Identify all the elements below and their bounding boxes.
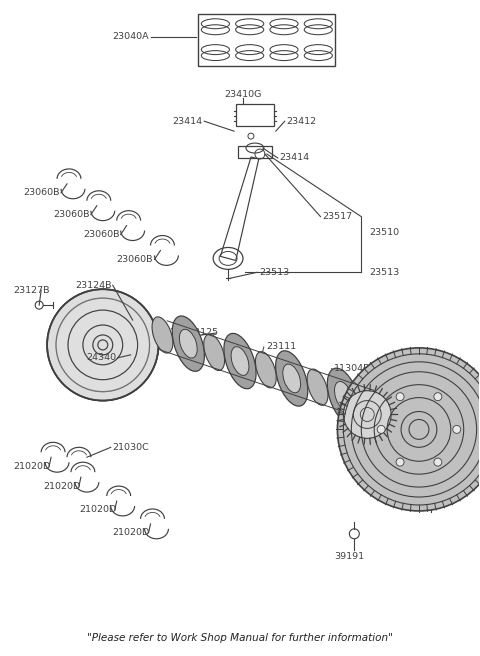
Ellipse shape	[255, 352, 276, 388]
Circle shape	[56, 298, 150, 392]
Text: 21020D: 21020D	[13, 462, 50, 471]
Text: 23111: 23111	[266, 342, 296, 352]
Text: 21020D: 21020D	[79, 505, 116, 514]
Ellipse shape	[359, 386, 380, 422]
Text: 23311A: 23311A	[417, 472, 454, 482]
Ellipse shape	[335, 382, 352, 410]
Text: 39191: 39191	[334, 552, 364, 561]
Text: 23410G: 23410G	[224, 90, 262, 99]
Text: 23517: 23517	[323, 212, 353, 221]
Circle shape	[343, 390, 391, 438]
Text: 23127B: 23127B	[13, 286, 50, 295]
Text: "Please refer to Work Shop Manual for further information": "Please refer to Work Shop Manual for fu…	[87, 633, 393, 643]
Text: 23125: 23125	[188, 329, 218, 337]
Circle shape	[453, 426, 461, 434]
Ellipse shape	[276, 351, 308, 406]
Ellipse shape	[231, 347, 249, 375]
Text: 23124B: 23124B	[75, 281, 111, 290]
Ellipse shape	[327, 368, 360, 424]
Bar	[198, 14, 336, 66]
Text: 11304B: 11304B	[334, 364, 370, 373]
Ellipse shape	[307, 369, 328, 405]
Text: 23060B: 23060B	[117, 255, 153, 264]
Ellipse shape	[180, 329, 197, 358]
Text: 23060B: 23060B	[53, 210, 90, 219]
Text: 23414: 23414	[172, 117, 202, 126]
Ellipse shape	[283, 364, 300, 393]
Text: 23412: 23412	[287, 117, 317, 126]
Text: 23414: 23414	[280, 154, 310, 163]
Text: 39190A: 39190A	[364, 376, 401, 385]
Text: 23120: 23120	[153, 329, 182, 337]
Text: 23200B: 23200B	[421, 362, 457, 371]
Ellipse shape	[204, 334, 225, 371]
Circle shape	[377, 426, 385, 434]
Bar	[238, 146, 272, 158]
Text: 21020D: 21020D	[43, 482, 80, 491]
Text: 23040A: 23040A	[112, 32, 148, 41]
Text: 23510: 23510	[369, 228, 399, 237]
Bar	[236, 104, 274, 126]
Ellipse shape	[224, 333, 256, 389]
Ellipse shape	[152, 317, 173, 353]
Text: 23060B: 23060B	[83, 230, 120, 239]
Text: 23513: 23513	[369, 268, 399, 277]
Text: 24340: 24340	[86, 354, 116, 362]
Ellipse shape	[172, 316, 204, 371]
Circle shape	[47, 289, 158, 401]
Circle shape	[396, 393, 404, 401]
Circle shape	[434, 458, 442, 466]
Text: 23060B: 23060B	[23, 188, 60, 197]
Text: 21020D: 21020D	[113, 528, 150, 537]
Circle shape	[337, 348, 480, 511]
Circle shape	[434, 393, 442, 401]
Circle shape	[396, 458, 404, 466]
Text: 23513: 23513	[259, 268, 289, 277]
Text: 21030C: 21030C	[113, 443, 149, 452]
